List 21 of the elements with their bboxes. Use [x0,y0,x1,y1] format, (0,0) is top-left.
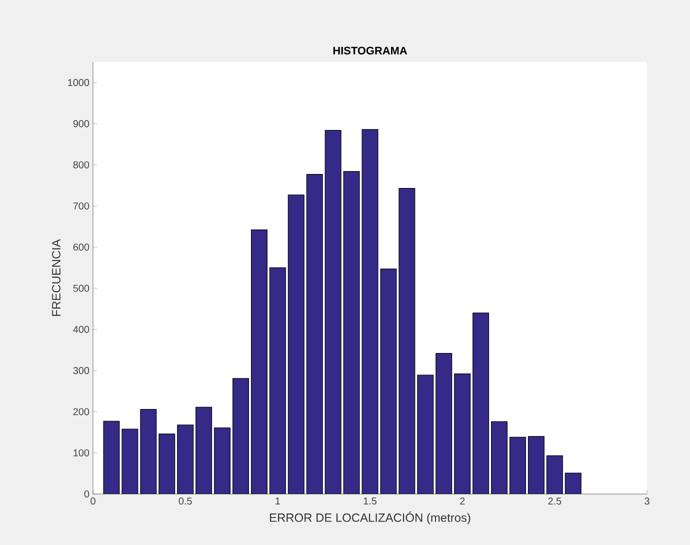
y-tick-label: 500 [73,284,90,292]
y-tick-label: 900 [73,120,90,128]
y-tick-label: 600 [73,244,90,251]
x-tick-label: 2 [460,498,465,504]
chart-title: HISTOGRAMA [333,46,408,54]
y-tick-label: 0 [84,490,90,498]
y-axis-title: FRECUENCIA [52,239,60,316]
x-tick-label: 0 [90,498,96,505]
y-tick-label: 1000 [68,79,90,86]
y-tick-label: 100 [74,449,90,456]
x-tick-label: 1.5 [364,498,377,504]
x-tick-label: 2.5 [548,498,562,505]
y-tick-label: 700 [73,202,90,210]
y-tick-label: 300 [73,367,90,374]
x-axis-title: ERROR DE LOCALIZACIÓN (metros) [270,511,470,524]
x-tick-label: 3 [644,498,650,505]
y-tick-label: 200 [73,408,90,416]
y-tick-label: 400 [73,326,90,333]
y-tick-label: 800 [73,161,90,168]
x-tick-label: 0.5 [178,498,192,505]
x-tick-label: 1 [276,498,280,504]
